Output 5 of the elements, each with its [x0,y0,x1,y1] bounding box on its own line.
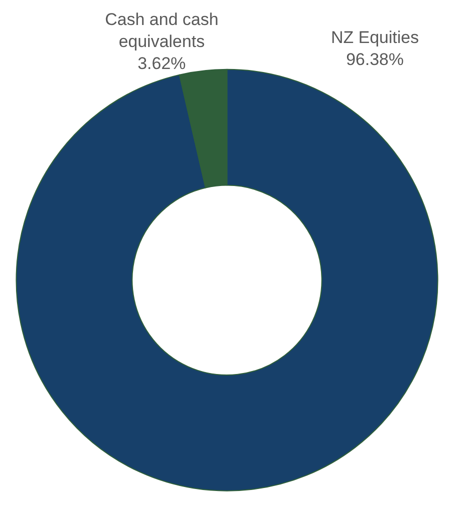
slice-label: Cash and cash equivalents [105,10,218,52]
donut-slice [16,68,438,492]
data-label: 3.62% [138,54,186,74]
data-label: 96.38% [346,50,404,70]
slice-label: NZ Equities [331,28,419,47]
